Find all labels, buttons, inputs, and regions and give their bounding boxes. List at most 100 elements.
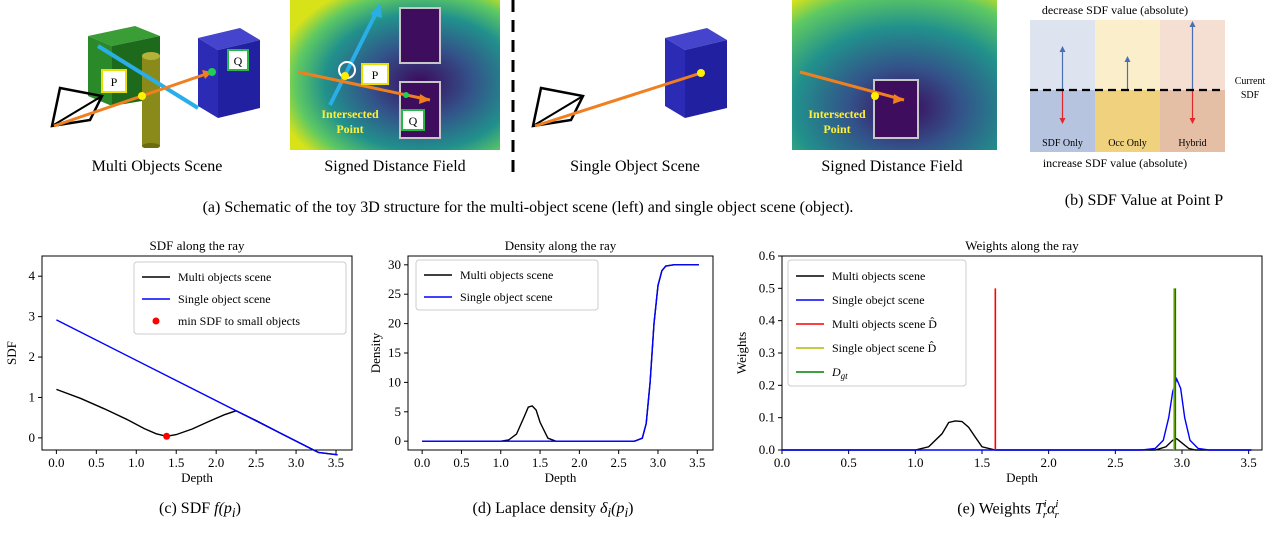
caption-multi-scene: Multi Objects Scene [91,158,223,175]
label-q-field: Q [409,114,418,128]
intersected-label-line1: Intersected [321,107,379,121]
y-tick-label: 15 [388,345,401,360]
y-tick-label: 0.1 [759,410,775,425]
up-arrow-head [1124,56,1131,62]
panel-b-current-line2: SDF [1241,90,1260,101]
x-tick-label: 3.0 [650,455,666,470]
panel-b-col-label: SDF Only [1042,138,1083,149]
y-tick-label: 3 [29,309,36,324]
caption-c: (c) SDF f(pi) [159,500,241,521]
x-tick-label: 3.0 [288,455,304,470]
chart-title: Weights along the ray [965,238,1079,253]
x-tick-label: 2.5 [248,455,264,470]
chart-title: Density along the ray [505,238,617,253]
up-arrow-head [1059,46,1066,52]
intersected-label-2-line2: Point [823,122,850,136]
caption-a: (a) Schematic of the toy 3D structure fo… [202,199,854,216]
intersected-label-line2: Point [336,122,363,136]
series-line [56,319,338,456]
y-tick-label: 20 [388,316,401,331]
x-tick-label: 3.5 [328,455,344,470]
x-tick-label: 1.5 [168,455,184,470]
label-q: Q [234,54,243,68]
x-tick-label: 2.0 [571,455,587,470]
y-tick-label: 4 [29,268,36,283]
caption-e: (e) Weights Tirαir [957,498,1059,521]
plot-frame [41,255,353,451]
caption-d: (d) Laplace density δi(pi) [472,500,634,521]
legend-label: Multi objects scene [460,268,553,282]
series-line [56,388,338,456]
x-tick-label: 1.0 [493,455,509,470]
x-tick-label: 2.0 [1041,455,1057,470]
chart-weights-along-ray: Weights along the ray 0.0 0.5 1.0 1.5 2.0 2.5 3… [734,238,1263,485]
label-p: P [111,75,118,89]
caption-sdf-2: Signed Distance Field [821,158,963,175]
x-tick-label: 1.0 [907,455,923,470]
panel-b-col-label: Hybrid [1178,138,1206,149]
series-line [782,376,1252,451]
intersected-label-2-line1: Intersected [808,107,866,121]
x-axis-label: Depth [1006,470,1038,485]
legend-label: Single obejct scene [832,293,925,307]
y-tick-label: 0.0 [759,442,775,457]
series-line [422,264,699,442]
x-tick-label: 1.5 [532,455,548,470]
panel-b-current-line1: Current [1235,76,1266,87]
single-object-scene-image [531,28,727,128]
y-tick-label: 0.4 [759,313,776,328]
caption-sdf-1: Signed Distance Field [324,158,466,175]
legend-label: Multi objects scene [832,269,925,283]
legend-label: Single object scene [178,292,271,306]
y-tick-label: 1 [29,389,36,404]
y-tick-label: 0.2 [759,377,775,392]
chart-title: SDF along the ray [150,238,245,253]
sdf-field-single-image: Intersected Point [792,0,997,150]
y-axis-label: Density [368,332,383,373]
legend-swatch [152,317,160,325]
legend-label: min SDF to small objects [178,314,300,328]
up-arrow-head [1189,21,1196,27]
caption-b: (b) SDF Value at Point P [1064,192,1224,209]
x-tick-label: 1.0 [128,455,144,470]
x-tick-label: 0.5 [841,455,857,470]
legend-box [787,259,967,387]
x-tick-label: 3.5 [1241,455,1257,470]
legend-label: Single object scene [460,290,553,304]
y-tick-label: 0.6 [759,248,776,263]
series-line [782,420,1252,451]
x-axis-label: Depth [181,470,213,485]
x-tick-label: 0.0 [774,455,790,470]
sdf-field-multi-image: P Q Intersected Point [290,0,500,150]
y-tick-label: 5 [395,404,402,419]
y-tick-label: 0.3 [759,345,775,360]
x-tick-label: 0.0 [48,455,64,470]
down-arrow-head [1059,118,1066,124]
y-tick-label: 30 [388,257,401,272]
x-tick-label: 1.5 [974,455,990,470]
chart-density-along-ray: Density along the ray 0.0 0.5 1.0 1.5 2.0 2.5 3… [368,238,714,485]
legend-label: Multi objects scene D̂ [832,317,937,331]
legend-box [415,259,599,311]
panel-b-col-label: Occ Only [1108,138,1147,149]
divider [511,0,515,180]
y-tick-label: 10 [388,374,401,389]
y-tick-label: 0.5 [759,280,775,295]
y-tick-label: 25 [388,286,401,301]
x-tick-label: 2.5 [611,455,627,470]
legend-label: Single object scene D̂ [832,341,937,355]
panel-b-col-bottom [1095,90,1160,152]
legend-label: Multi objects scene [178,270,271,284]
x-tick-label: 3.0 [1174,455,1190,470]
x-tick-label: 0.0 [414,455,430,470]
x-tick-label: 0.5 [88,455,104,470]
y-tick-label: 2 [29,349,36,364]
x-tick-label: 2.0 [208,455,224,470]
legend-box [133,261,347,335]
x-tick-label: 3.5 [689,455,705,470]
panel-b-sdf-value: decrease SDF value (absolute) SDF Only Oc… [1030,3,1266,170]
panel-b-top-label: decrease SDF value (absolute) [1042,3,1188,17]
label-p-field: P [372,68,379,82]
y-axis-label: Weights [734,332,749,374]
series-point [163,432,171,440]
